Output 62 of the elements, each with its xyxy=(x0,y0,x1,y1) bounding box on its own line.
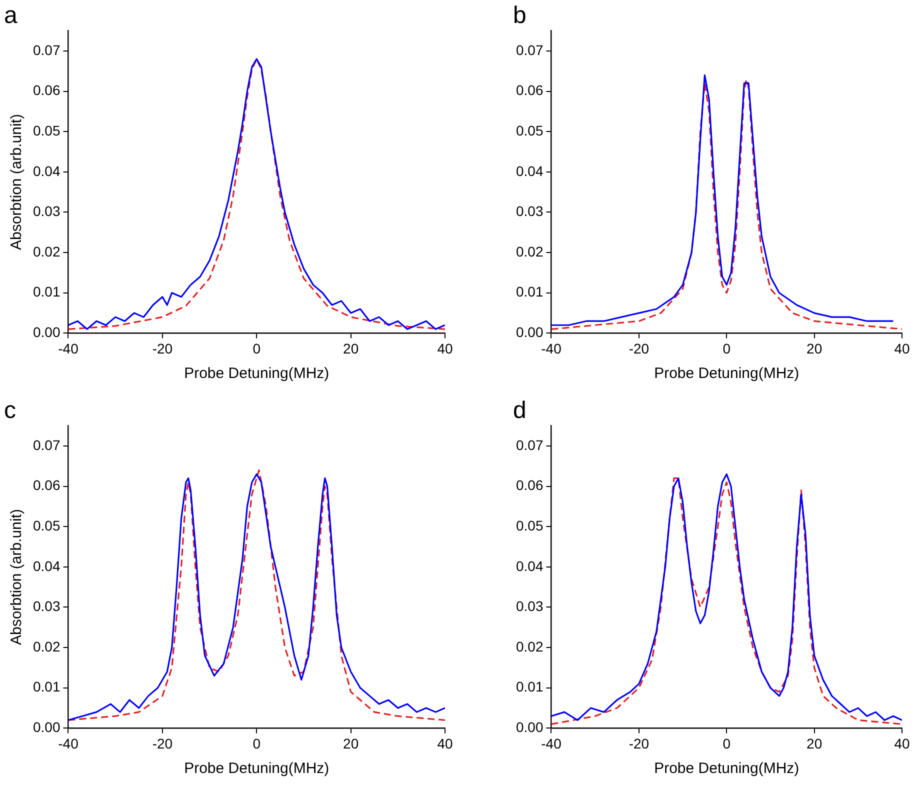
y-tick-label: 0.02 xyxy=(516,638,544,654)
y-tick-label: 0.00 xyxy=(516,324,544,340)
x-tick-label: -40 xyxy=(58,340,79,356)
x-tick-label: 20 xyxy=(806,735,822,752)
x-tick-label: -40 xyxy=(541,735,562,752)
y-tick-label: 0.03 xyxy=(516,203,544,220)
y-tick-label: 0.02 xyxy=(33,243,60,260)
x-tick-label: 0 xyxy=(722,735,731,752)
x-tick-label: -20 xyxy=(152,340,173,356)
x-tick-label: 20 xyxy=(343,340,359,356)
x-tick-label: -40 xyxy=(58,735,79,752)
x-tick-label: 40 xyxy=(894,735,910,752)
y-tick-label: 0.04 xyxy=(33,558,60,574)
y-tick-label: 0.06 xyxy=(516,477,544,494)
y-tick-label: 0.07 xyxy=(516,42,544,58)
chart-title: a xyxy=(4,2,18,30)
y-tick-label: 0.01 xyxy=(516,284,544,300)
y-tick-label: 0.03 xyxy=(516,598,544,614)
x-axis-title: Probe Detuning(MHz) xyxy=(654,365,800,382)
x-axis-title: Probe Detuning(MHz) xyxy=(184,760,330,778)
y-tick-label: 0.05 xyxy=(33,122,60,138)
y-tick-label: 0.05 xyxy=(33,517,60,534)
x-axis-title: Probe Detuning(MHz) xyxy=(184,365,330,382)
y-tick-label: 0.00 xyxy=(33,324,60,340)
y-tick-label: 0.01 xyxy=(516,678,544,695)
y-tick-label: 0.07 xyxy=(33,42,60,58)
y-tick-label: 0.01 xyxy=(33,284,60,300)
y-tick-label: 0.07 xyxy=(33,436,60,453)
x-tick-label: 0 xyxy=(252,340,261,356)
y-tick-label: 0.00 xyxy=(516,719,544,736)
x-tick-label: 0 xyxy=(252,735,261,752)
chart-title: d xyxy=(513,397,526,424)
y-axis-title: Absorbtion (arb.unit) xyxy=(8,509,26,645)
y-tick-label: 0.04 xyxy=(33,162,60,179)
y-tick-label: 0.07 xyxy=(516,436,544,453)
y-tick-label: 0.06 xyxy=(516,82,544,98)
x-tick-label: 40 xyxy=(894,340,910,356)
x-tick-label: -20 xyxy=(152,735,173,752)
x-tick-label: 40 xyxy=(437,340,453,356)
x-tick-label: 20 xyxy=(806,340,822,356)
y-tick-label: 0.02 xyxy=(33,638,60,654)
y-axis-title: Absorbtion (arb.unit) xyxy=(8,114,26,250)
y-tick-label: 0.03 xyxy=(33,203,60,220)
y-tick-label: 0.05 xyxy=(516,517,544,534)
y-tick-label: 0.04 xyxy=(516,162,544,179)
y-tick-label: 0.06 xyxy=(33,82,60,98)
y-tick-label: 0.04 xyxy=(516,558,544,574)
x-tick-label: -40 xyxy=(541,340,562,356)
x-tick-label: 20 xyxy=(343,735,359,752)
y-tick-label: 0.06 xyxy=(33,477,60,494)
x-tick-label: -20 xyxy=(628,735,650,752)
y-tick-label: 0.00 xyxy=(33,719,60,736)
chart-title: b xyxy=(513,2,526,30)
x-tick-label: -20 xyxy=(628,340,650,356)
y-tick-label: 0.02 xyxy=(516,243,544,260)
x-tick-label: 40 xyxy=(437,735,453,752)
y-tick-label: 0.03 xyxy=(33,598,60,614)
y-tick-label: 0.01 xyxy=(33,678,60,695)
x-axis-title: Probe Detuning(MHz) xyxy=(654,760,800,778)
x-tick-label: 0 xyxy=(722,340,731,356)
y-tick-label: 0.05 xyxy=(516,122,544,138)
chart-title: c xyxy=(4,397,16,424)
